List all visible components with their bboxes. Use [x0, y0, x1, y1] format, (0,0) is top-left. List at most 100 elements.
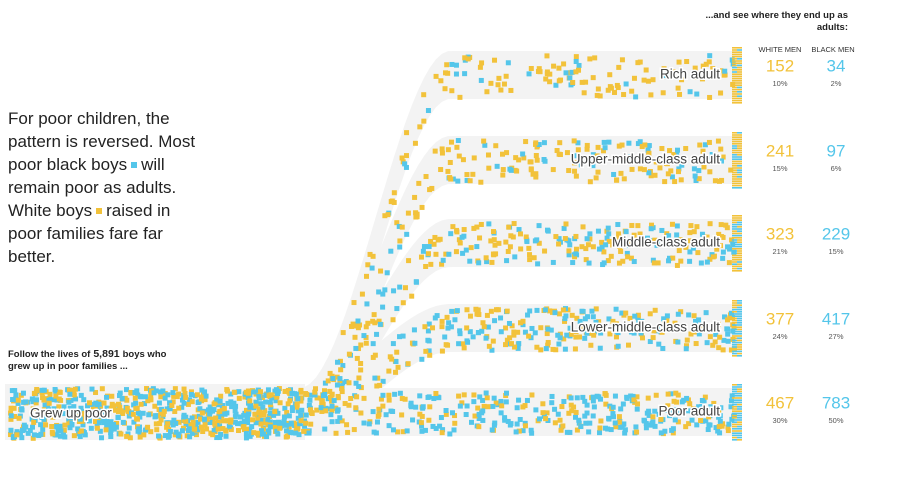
dot	[585, 314, 591, 320]
dot	[543, 76, 549, 82]
dot	[737, 228, 742, 230]
dot	[732, 154, 737, 156]
dot	[732, 180, 737, 182]
dot	[732, 248, 737, 250]
dot	[170, 390, 176, 396]
dot	[573, 59, 579, 65]
dot	[426, 417, 432, 423]
dot	[732, 319, 737, 322]
dot	[27, 428, 33, 434]
dot	[629, 88, 635, 94]
dot	[737, 319, 742, 322]
dot	[541, 140, 547, 146]
dot	[737, 304, 742, 306]
white-pct: 15%	[772, 164, 787, 173]
dot	[614, 177, 620, 183]
dot	[189, 430, 195, 436]
dot	[590, 398, 596, 404]
dot	[637, 139, 643, 145]
dot	[66, 399, 72, 405]
dot	[737, 423, 742, 426]
dot	[158, 406, 164, 412]
dot	[483, 255, 489, 261]
dot	[228, 427, 234, 433]
dot	[427, 352, 433, 358]
dot	[409, 293, 415, 299]
dot	[353, 380, 359, 386]
dot	[596, 319, 602, 325]
dot	[8, 432, 14, 438]
dot	[732, 439, 737, 441]
dot	[600, 262, 606, 268]
dot	[499, 403, 505, 409]
dot	[361, 420, 367, 426]
dot	[96, 420, 102, 426]
dot	[117, 404, 123, 410]
dot	[576, 67, 582, 73]
dot	[41, 407, 47, 413]
dot	[449, 88, 455, 94]
dot	[615, 343, 621, 349]
dot	[577, 334, 583, 340]
dot	[737, 167, 742, 169]
white-pct: 21%	[772, 247, 787, 256]
dot	[479, 328, 485, 334]
dot	[277, 425, 283, 431]
dot	[81, 397, 87, 403]
dot	[29, 416, 35, 422]
dot	[295, 408, 301, 414]
dot	[403, 153, 409, 159]
dot	[346, 380, 352, 386]
dot	[15, 397, 21, 403]
dot	[601, 325, 607, 331]
dot	[737, 66, 742, 69]
dot	[202, 389, 208, 395]
dot	[615, 222, 621, 228]
dot	[470, 171, 476, 177]
dot	[726, 421, 732, 427]
dot	[162, 433, 168, 439]
dot	[495, 307, 501, 313]
dot	[167, 429, 173, 435]
dot	[309, 411, 315, 417]
dot	[573, 251, 579, 257]
dot	[478, 221, 484, 227]
white-key	[96, 207, 103, 214]
dot	[397, 390, 403, 396]
dot	[737, 410, 742, 412]
dot	[530, 171, 536, 177]
dot	[696, 331, 702, 337]
dot	[78, 405, 84, 411]
dot	[124, 387, 130, 393]
dot	[430, 325, 436, 331]
dot	[705, 427, 711, 433]
dot	[438, 167, 444, 173]
dot	[597, 430, 603, 436]
dot	[593, 175, 599, 181]
dot	[419, 428, 425, 434]
dot	[220, 426, 226, 432]
dot	[523, 234, 529, 240]
dot	[732, 60, 737, 62]
dot	[410, 417, 416, 423]
dot	[224, 387, 230, 393]
dot	[212, 421, 218, 427]
dot	[737, 439, 742, 441]
dot	[579, 244, 585, 250]
dot	[372, 375, 378, 381]
dot	[264, 434, 270, 440]
dot	[376, 406, 382, 412]
dot	[474, 224, 480, 230]
dot	[228, 391, 234, 397]
dot	[425, 251, 431, 257]
dot	[586, 156, 592, 162]
dot	[655, 260, 661, 266]
dot	[551, 63, 557, 69]
dot	[587, 236, 593, 242]
dot	[97, 428, 103, 434]
dot	[296, 432, 302, 438]
dot	[477, 64, 483, 70]
dot	[457, 331, 463, 337]
dot	[377, 382, 383, 388]
